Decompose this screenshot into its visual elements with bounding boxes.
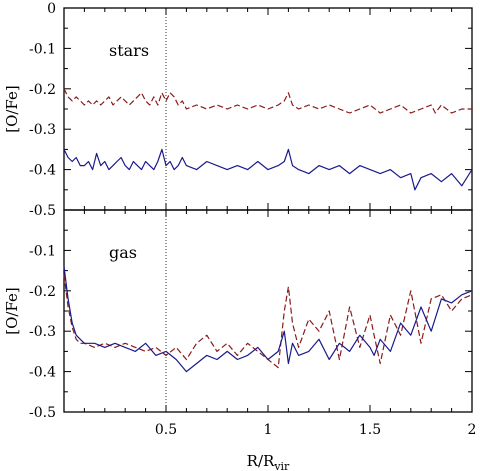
- gas-ylabel: [O/Fe]: [3, 287, 21, 335]
- stars-ylabel: [O/Fe]: [3, 85, 21, 133]
- gas-xtick-label: 2: [468, 422, 477, 438]
- stars-panel-label: stars: [109, 41, 149, 60]
- gas-series-dashed-red-line: [63, 274, 473, 369]
- shared-axis-labels: R/Rvir: [247, 452, 290, 471]
- x-axis-title-subscript: vir: [273, 460, 290, 471]
- gas-xtick-label: 0.5: [155, 422, 177, 438]
- stars-ytick-label: -0.5: [29, 203, 56, 219]
- gas-panel: -0.1 -0.2 -0.3 -0.4 -0.5 0.5 1 1.5 2 gas [O/Fe]: [3, 209, 477, 438]
- gas-ytick-label: -0.4: [29, 365, 56, 381]
- gas-ytick-label: -0.2: [29, 284, 56, 300]
- gas-panel-label: gas: [109, 243, 137, 262]
- stars-series-solid-blue-line: [63, 148, 473, 191]
- stars-ytick-label: -0.3: [29, 122, 56, 138]
- stars-series-dashed-red-line: [63, 88, 472, 114]
- gas-xtick-label: 1.5: [359, 422, 381, 438]
- gas-ytick-label: -0.1: [29, 243, 56, 259]
- x-axis-title-main: R/R: [247, 452, 275, 470]
- gas-ytick-label: -0.3: [29, 324, 56, 340]
- gas-plot-frame: [63, 209, 473, 413]
- gas-xtick-label: 1: [264, 422, 273, 438]
- stars-ytick-label: 0: [47, 1, 56, 17]
- gas-series-solid-blue-line: [63, 266, 473, 373]
- stars-ytick-label: -0.4: [29, 163, 56, 179]
- stars-ytick-label: -0.1: [29, 41, 56, 57]
- gas-ytick-label: -0.5: [29, 405, 56, 421]
- stars-ytick-label: -0.2: [29, 82, 56, 98]
- stars-panel: 0 -0.1 -0.2 -0.3 -0.4 -0.5 stars [O/Fe]: [3, 1, 473, 219]
- x-axis-title: R/Rvir: [247, 452, 290, 471]
